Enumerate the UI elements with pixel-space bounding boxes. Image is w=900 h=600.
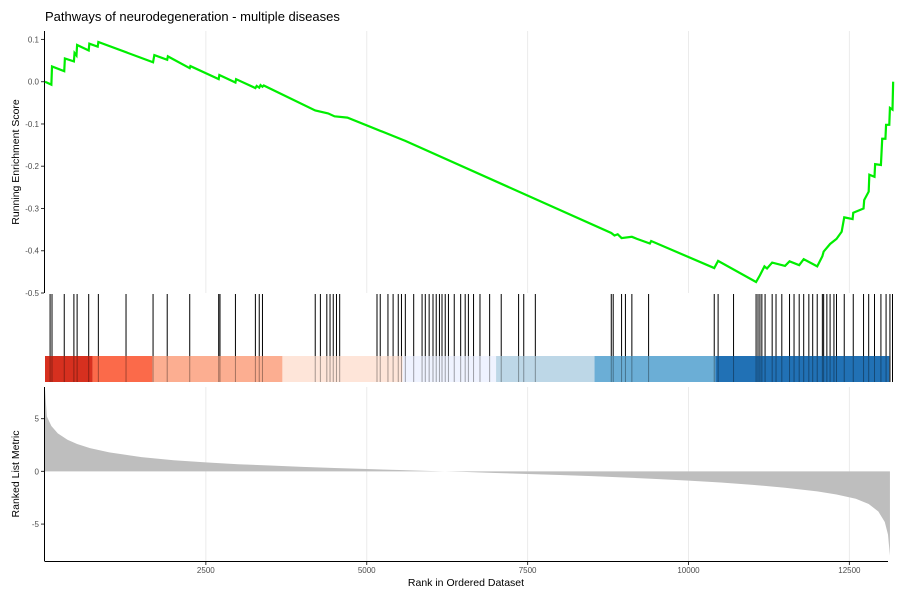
es-y-ticks: 0.1 0.0 -0.1 -0.2 -0.3 -0.4 -0.5 (25, 35, 44, 298)
ranked-list-metric-area (45, 389, 890, 556)
color-band (496, 356, 595, 382)
es-y-tick-label: -0.3 (25, 204, 39, 213)
color-band (402, 356, 497, 382)
metric-y-axis-label: Ranked List Metric (10, 431, 22, 518)
x-tick-label: 12500 (838, 566, 861, 575)
es-y-tick-label: -0.4 (25, 247, 39, 256)
x-tick-label: 2500 (197, 566, 215, 575)
x-axis-label: Rank in Ordered Dataset (408, 577, 524, 589)
x-tick-label: 10000 (677, 566, 700, 575)
running-enrichment-score-line (44, 40, 895, 284)
color-band (92, 356, 153, 382)
es-y-tick-label: -0.1 (25, 120, 39, 129)
color-band (594, 356, 716, 382)
color-band (282, 356, 403, 382)
gene-hits-panel (45, 294, 894, 382)
metric-y-tick-label: 5 (35, 415, 40, 424)
color-band (152, 356, 283, 382)
x-axis-ticks: 2500 5000 7500 10000 12500 (197, 562, 861, 575)
es-gridlines (205, 31, 850, 293)
x-tick-label: 5000 (358, 566, 376, 575)
chart-title: Pathways of neurodegeneration - multiple… (45, 9, 340, 24)
metric-y-tick-label: 0 (35, 467, 40, 476)
es-y-tick-label: -0.5 (25, 289, 39, 298)
metric-gridlines (205, 387, 850, 561)
x-tick-label: 7500 (519, 566, 537, 575)
es-y-tick-label: 0.1 (28, 35, 40, 44)
color-band (715, 356, 890, 382)
es-y-axis-label: Running Enrichment Score (10, 99, 22, 225)
es-y-tick-label: 0.0 (28, 78, 40, 87)
es-y-tick-label: -0.2 (25, 162, 39, 171)
color-band (45, 356, 93, 382)
enrichment-score-panel: 0.1 0.0 -0.1 -0.2 -0.3 -0.4 -0.5 Running Enric… (10, 31, 895, 298)
rank-color-bands (45, 356, 894, 382)
metric-y-tick-label: -5 (32, 520, 40, 529)
ranked-metric-panel: 5 0 -5 2500 5000 7500 10000 12500 Ranked List … (10, 387, 890, 589)
metric-y-ticks: 5 0 -5 (32, 415, 44, 529)
